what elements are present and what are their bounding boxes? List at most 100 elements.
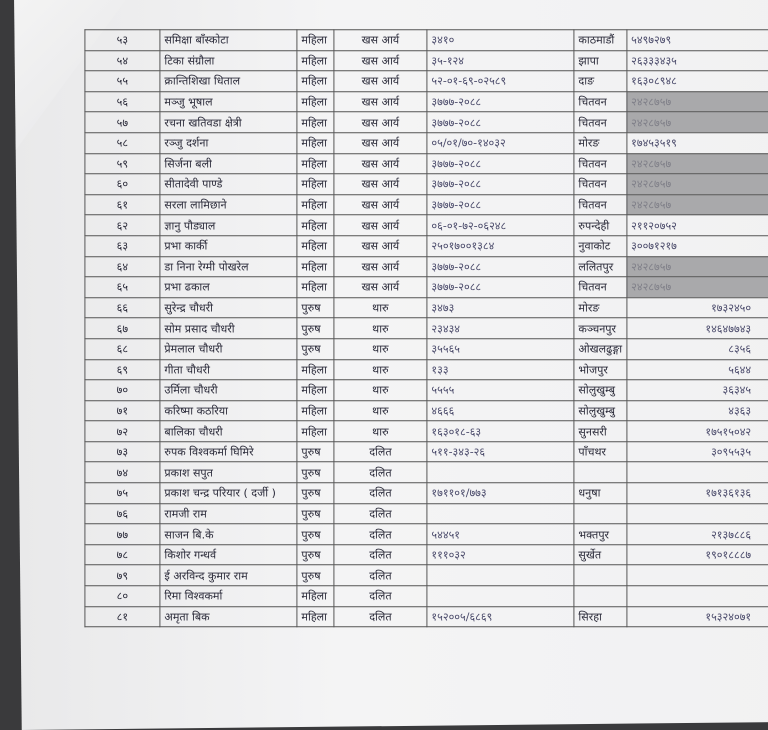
table-row: ७५ प्रकाश चन्द्र परियार ( दर्जी ) पुरुष दलि… [84,482,768,504]
cell-gender: महिला [296,606,334,627]
cell-district: सोलुखुम्बु [573,400,627,422]
cell-name: रिमा विश्वकर्मा [159,585,297,607]
cell-district: चितवन [573,194,627,216]
table-row: ६१ सरला लामिछाने महिला खस आर्य ३७७७-२०८८ चितव… [84,194,768,216]
cell-sn: ५८ [84,132,160,154]
cell-sn: ६३ [84,235,160,257]
table-row: ७४ प्रकाश सपुत पुरुष दलित [84,462,768,483]
cell-phone: १६३०८९४८ [626,70,768,92]
cell-caste: खस आर्य [333,132,427,154]
cell-sn: ७५ [84,482,160,504]
cell-phone: १७३२४५० [626,297,768,319]
cell-sn: ६९ [84,359,160,380]
cell-name: रुपक विश्वकर्मा घिमिरे [159,441,297,463]
cell-phone: ४३६३ [626,400,768,422]
cell-id: १३३ [426,359,574,380]
cell-gender: महिला [296,50,334,71]
cell-name: टिका संग्रौला [159,50,297,71]
cell-sn: ७६ [84,503,160,525]
cell-gender: महिला [296,29,334,51]
cell-id: ३७७७-२०८८ [426,153,574,174]
table-row: ६७ सोम प्रसाद चौधरी पुरुष थारु २३४३४ कञ्चनपुर… [84,318,768,339]
table-row: ७८ किशोर गन्धर्व पुरुष दलित १११०३२ सुर्खेत १९०… [84,544,768,566]
cell-caste: खस आर्य [333,173,427,195]
cell-sn: ७८ [84,544,160,566]
table-row: ७२ बालिका चौधरी महिला थारु १६३०१८-६३ सुनसरी १७… [84,421,768,442]
cell-district: सोलुखुम्बु [573,379,627,401]
cell-name: करिष्मा कठरिया [159,400,297,422]
cell-gender: महिला [296,421,334,442]
table-row: ८० रिमा विश्वकर्मा महिला दलित [84,585,768,607]
cell-name: अमृता बिक [159,606,297,627]
cell-gender: महिला [296,276,334,298]
table-row: ६० सीतादेवी पाण्डे महिला खस आर्य ३७७७-२०८८ चि… [84,173,768,195]
cell-district: ओखलढुङ्गा [573,338,627,360]
cell-id: १११०३२ [426,544,574,566]
cell-id: ५५५५ [426,379,574,401]
cell-name: रामजी राम [159,503,297,525]
table-row: ६८ प्रेमलाल चौधरी पुरुष थारु ३५५६५ ओखलढुङ्गा ८… [84,338,768,360]
cell-gender: पुरुष [296,318,334,339]
cell-caste: खस आर्य [333,235,427,257]
cell-phone: २१३७८८६ [626,524,768,545]
cell-district: झापा [573,50,627,71]
table-row: ६६ सुरेन्द्र चौधरी पुरुष थारु ३४७३ मोरङ १७३२४५… [84,297,768,319]
cell-sn: ७७ [84,524,160,545]
cell-district: पाँचथर [573,441,627,463]
cell-caste: खस आर्य [333,276,427,298]
cell-phone: ५६४४ [626,359,768,380]
cell-id: ४६६६ [426,400,574,422]
cell-caste: दलित [333,565,427,586]
cell-gender: पुरुष [296,544,334,566]
cell-id: ३७७७-२०८८ [426,276,574,298]
cell-phone: ५४९७२७९ [626,29,768,51]
cell-caste: खस आर्य [333,153,427,174]
cell-sn: ७२ [84,421,160,442]
table-row: ८१ अमृता बिक महिला दलित १५२००५/६८६९ सिरहा १५३२… [84,606,768,627]
cell-phone [626,503,768,525]
cell-id [426,462,574,483]
cell-id: २५०१७००१३८४ [426,235,574,257]
cell-district: मोरङ [573,132,627,154]
cell-name: सोम प्रसाद चौधरी [159,318,297,339]
cell-name: डा निना रेग्मी पोखरेल [159,256,297,277]
cell-sn: ५५ [84,70,160,92]
cell-sn: ८० [84,585,160,607]
cell-id: ३७७७-२०८८ [426,91,574,113]
table-row: ६५ प्रभा ढकाल महिला खस आर्य ३७७७-२०८८ चितवन २४… [84,276,768,298]
cell-sn: ६२ [84,215,160,236]
cell-district [573,503,627,525]
cell-gender: महिला [296,173,334,195]
cell-name: सुरेन्द्र चौधरी [159,297,297,319]
cell-district: सुर्खेत [573,544,627,566]
cell-caste: दलित [333,585,427,607]
table-row: ७९ ई अरविन्द कुमार राम पुरुष दलित [84,565,768,586]
cell-gender: पुरुष [296,565,334,586]
cell-sn: ५७ [84,112,160,133]
cell-phone: १७१३६१३६ [626,482,768,504]
table-row: ५४ टिका संग्रौला महिला खस आर्य ३५-१२४ झापा २६३… [84,50,768,71]
cell-name: प्रभा कार्की [159,235,297,257]
cell-caste: दलित [333,606,427,627]
cell-caste: खस आर्य [333,256,427,277]
cell-sn: ५९ [84,153,160,174]
cell-id: ०५/०१/७०-१४०३२ [426,132,574,154]
cell-id: ३७७७-२०८८ [426,173,574,195]
table-row: ५७ रचना खतिवडा क्षेत्री महिला खस आर्य ३७७७-२… [84,112,768,133]
cell-id: ३७७७-२०८८ [426,194,574,216]
cell-sn: ६४ [84,256,160,277]
table-row: ५३ समिक्षा बाँस्कोटा महिला खस आर्य ३४१० काठमा… [84,29,768,51]
cell-phone: ३६३४५ [626,379,768,401]
cell-caste: दलित [333,462,427,483]
cell-id: १६३०१८-६३ [426,421,574,442]
cell-district: ललितपुर [573,256,627,277]
cell-gender: महिला [296,235,334,257]
cell-phone: १७४५३५१९ [626,132,768,154]
cell-gender: पुरुष [296,441,334,463]
cell-sn: ७१ [84,400,160,422]
cell-district [573,565,627,586]
cell-name: मञ्जु भूषाल [159,91,297,113]
table-row: ७१ करिष्मा कठरिया महिला थारु ४६६६ सोलुखुम्बु ४… [84,400,768,422]
cell-district: भोजपुर [573,359,627,380]
cell-district: सिरहा [573,606,627,627]
